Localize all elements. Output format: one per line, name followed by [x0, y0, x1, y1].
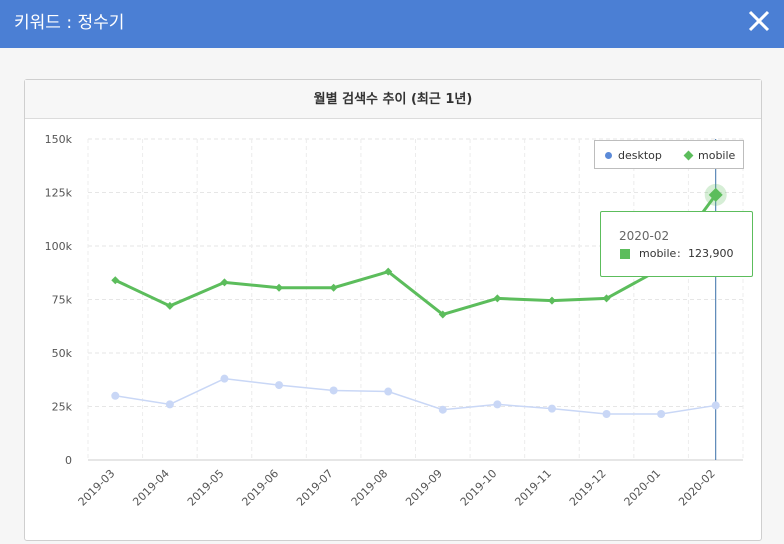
x-tick-label: 2019-11 [512, 467, 554, 509]
legend-swatch-mobile [683, 150, 694, 161]
x-tick-label: 2019-04 [130, 467, 172, 509]
data-point-desktop [384, 387, 393, 396]
data-point-mobile [165, 301, 174, 310]
chart-title: 월별 검색수 추이 (최근 1년) [25, 80, 761, 119]
data-point-mobile [493, 294, 502, 303]
x-tick-label: 2019-09 [403, 467, 445, 509]
x-tick-label: 2019-10 [458, 467, 500, 509]
data-point-mobile [220, 278, 229, 287]
modal-header: 키워드 : 정수기 [0, 0, 784, 48]
tooltip-date: 2020-02 [619, 229, 670, 243]
data-point-desktop [493, 400, 502, 409]
y-tick-label: 75k [52, 294, 73, 307]
data-point-mobile [708, 187, 723, 202]
close-icon[interactable] [744, 6, 774, 36]
modal-title: 키워드 : 정수기 [14, 13, 125, 33]
legend-label-mobile: mobile [698, 149, 736, 162]
x-tick-label: 2019-03 [76, 467, 118, 509]
y-tick-label: 0 [65, 454, 72, 467]
chart-tooltip: 2020-02 mobile : 123,900 [600, 211, 753, 277]
data-point-desktop [275, 381, 284, 390]
x-tick-label: 2019-07 [294, 467, 336, 509]
x-tick-label: 2020-02 [676, 467, 718, 509]
series-line-desktop [115, 377, 716, 415]
data-point-desktop [111, 391, 120, 400]
x-tick-label: 2019-12 [567, 467, 609, 509]
legend-label-desktop: desktop [618, 149, 662, 162]
data-point-mobile [384, 267, 393, 276]
x-tick-label: 2019-06 [239, 467, 281, 509]
data-point-mobile [275, 283, 284, 292]
data-point-desktop [602, 409, 611, 418]
x-tick-label: 2020-01 [622, 467, 664, 509]
data-point-mobile [602, 294, 611, 303]
y-tick-label: 50k [52, 347, 73, 360]
tooltip-value: 123,900 [688, 247, 734, 260]
y-tick-label: 25k [52, 401, 73, 414]
data-point-desktop [711, 401, 720, 410]
data-point-desktop [657, 409, 666, 418]
x-tick-label: 2019-08 [349, 467, 391, 509]
tooltip-separator: : [677, 247, 681, 260]
data-point-mobile [438, 310, 447, 319]
data-point-mobile [547, 296, 556, 305]
x-tick-label: 2019-05 [185, 467, 227, 509]
y-tick-label: 150k [45, 133, 73, 146]
tooltip-swatch [620, 249, 630, 259]
data-point-mobile [111, 276, 120, 285]
data-point-desktop [165, 400, 174, 409]
legend-swatch-desktop [605, 152, 612, 159]
data-point-desktop [547, 404, 556, 413]
data-point-desktop [438, 405, 447, 414]
data-point-desktop [329, 386, 338, 395]
series-line-mobile [114, 193, 717, 317]
y-tick-label: 100k [45, 240, 73, 253]
data-point-desktop [220, 374, 229, 383]
y-tick-label: 125k [45, 187, 73, 200]
chart-legend: desktop mobile [594, 140, 744, 169]
data-point-mobile [329, 283, 338, 292]
tooltip-series: mobile [639, 247, 677, 260]
